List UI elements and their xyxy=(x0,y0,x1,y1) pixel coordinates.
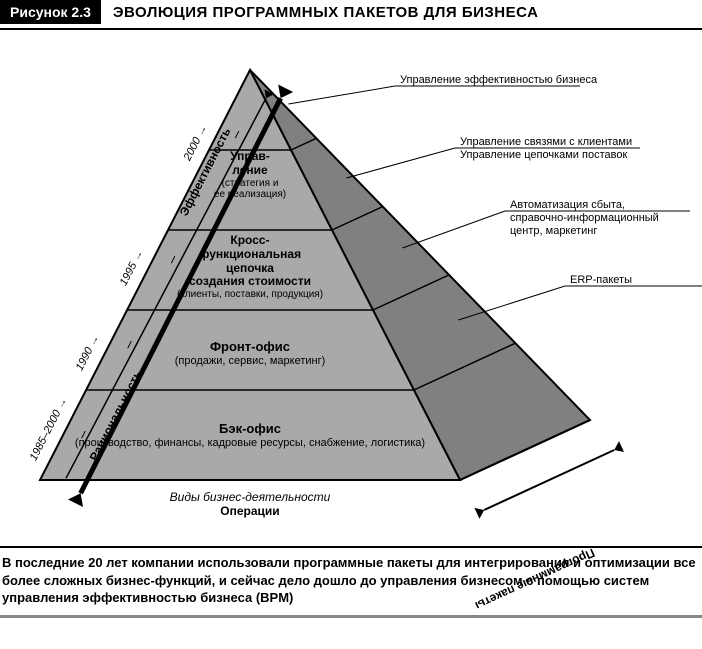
callout-1: Управление связями с клиентамиУправление… xyxy=(460,136,632,162)
callout-0: Управление эффективностью бизнеса xyxy=(400,74,597,87)
callout-2: Автоматизация сбыта,справочно-информацио… xyxy=(510,199,659,239)
figure-label: Рисунок 2.3 xyxy=(0,0,101,24)
caption-operations: Операции xyxy=(0,504,500,518)
figure-footer-text: В последние 20 лет компании использовали… xyxy=(0,546,702,618)
pyramid-diagram: Управ-ление(стратегия иее реализация)Кро… xyxy=(0,30,702,540)
caption-activities: Виды бизнес-деятельности xyxy=(0,490,500,504)
figure-title: ЭВОЛЮЦИЯ ПРОГРАММНЫХ ПАКЕТОВ ДЛЯ БИЗНЕСА xyxy=(113,4,539,21)
bottom-caption: Виды бизнес-деятельности Операции xyxy=(0,490,500,518)
figure-header: Рисунок 2.3 ЭВОЛЮЦИЯ ПРОГРАММНЫХ ПАКЕТОВ… xyxy=(0,0,702,30)
callout-3: ERP-пакеты xyxy=(570,274,632,287)
